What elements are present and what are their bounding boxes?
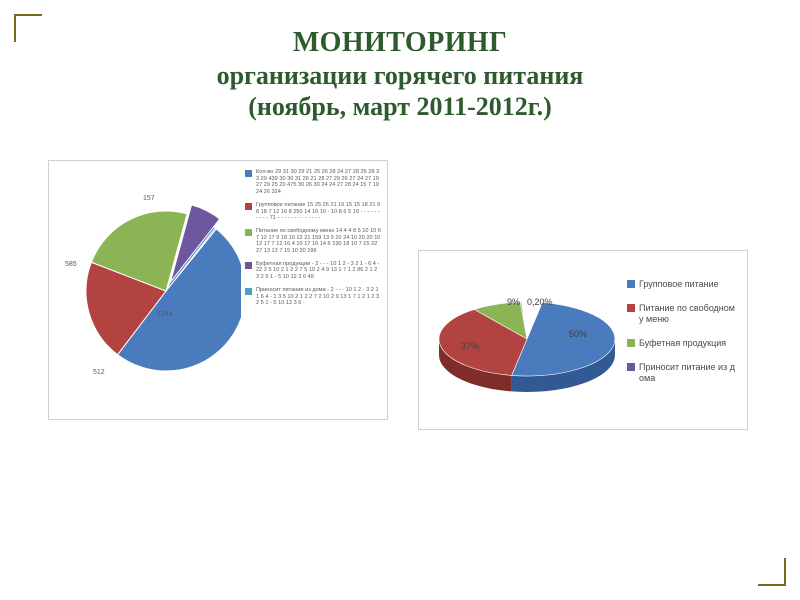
legend-swatch [245, 262, 252, 269]
title-line-3: (ноябрь, март 2011-2012г.) [28, 91, 772, 122]
right-legend-item: Буфетная продукция [627, 338, 739, 350]
left-chart-legend: Кол-во 29 31 30 29 21 25 26 28 24 27 28 … [245, 169, 381, 313]
left-legend-item: Приносит питание из дома - 2 - - - 10 1 … [245, 287, 381, 307]
pct-label-020: 0,20% [527, 297, 553, 307]
left-legend-item: Буфетная продукции - 2 - - - 10 1 2 - 3 … [245, 261, 381, 281]
right-legend-item: Приносит питание из дома [627, 362, 739, 385]
left-pie-center-label: 1244 [157, 311, 173, 318]
slide-title: МОНИТОРИНГ организации горячего питания … [28, 26, 772, 122]
legend-swatch [627, 280, 635, 288]
legend-swatch [245, 229, 252, 236]
legend-text: Питание по свободному меню [639, 303, 739, 326]
right-legend-item: Групповое питание [627, 279, 739, 291]
corner-decor-top-left [14, 14, 42, 42]
right-chart-legend: Групповое питание Питание по свободному м… [627, 279, 739, 397]
left-pie-label-512: 512 [93, 369, 105, 376]
slide-root: МОНИТОРИНГ организации горячего питания … [0, 0, 800, 600]
right-pie-canvas: 50% 37% 9% 0,20% [433, 269, 623, 419]
legend-swatch [245, 203, 252, 210]
legend-swatch [245, 288, 252, 295]
left-legend-item: Групповое питание 15 25 26 21 16 15 15 1… [245, 202, 381, 222]
legend-swatch [245, 170, 252, 177]
legend-swatch [627, 363, 635, 371]
right-legend-item: Питание по свободному меню [627, 303, 739, 326]
right-pie-chart: 50% 37% 9% 0,20% Групповое питание Питани… [418, 250, 748, 430]
title-line-1: МОНИТОРИНГ [28, 26, 772, 60]
legend-text: Буфетная продукция [639, 338, 726, 350]
legend-swatch [627, 304, 635, 312]
legend-text: Приносит питание из дома [639, 362, 739, 385]
title-line-2: организации горячего питания [28, 60, 772, 91]
legend-text: Приносит питание из дома - 2 - - - 10 1 … [256, 287, 381, 307]
left-pie-canvas [71, 201, 241, 371]
legend-text: Кол-во 29 31 30 29 21 25 26 28 24 27 28 … [256, 169, 381, 196]
left-pie-chart: 1244 157 585 512 Кол-во 29 31 30 29 21 2… [48, 160, 388, 420]
left-pie-label-157: 157 [143, 195, 155, 202]
pct-label-50: 50% [569, 329, 587, 339]
left-pie-label-585: 585 [65, 261, 77, 268]
legend-text: Питание по свободному меню 14 4 4 8 5 10… [256, 228, 381, 255]
legend-text: Буфетная продукции - 2 - - - 10 1 2 - 3 … [256, 261, 381, 281]
legend-text: Групповое питание [639, 279, 719, 291]
left-legend-item: Кол-во 29 31 30 29 21 25 26 28 24 27 28 … [245, 169, 381, 196]
pct-label-37: 37% [461, 341, 479, 351]
charts-area: 1244 157 585 512 Кол-во 29 31 30 29 21 2… [0, 160, 800, 570]
pct-label-9: 9% [507, 297, 520, 307]
legend-swatch [627, 339, 635, 347]
legend-text: Групповое питание 15 25 26 21 16 15 15 1… [256, 202, 381, 222]
left-legend-item: Питание по свободному меню 14 4 4 8 5 10… [245, 228, 381, 255]
